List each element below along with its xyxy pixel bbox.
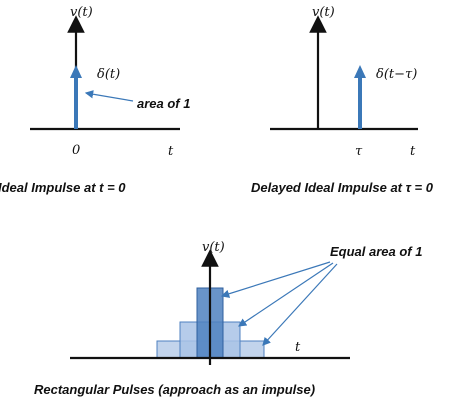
impulse-label: δ(t) — [97, 67, 120, 82]
y-axis-label: v(t) — [70, 5, 93, 20]
caption-ideal-impulse: Ideal Impulse at t = 0 — [0, 180, 126, 195]
delayed-impulse-label: δ(t−τ) — [376, 67, 417, 82]
x-axis-label: t — [410, 144, 416, 159]
y-axis-label: v(t) — [312, 5, 335, 20]
equal-area-annotation: Equal area of 1 — [330, 244, 422, 259]
panel-rectangular-pulses: v(t) t Equal area of 1 Rectangular Pulse… — [34, 240, 422, 397]
pointer-narrow — [220, 261, 331, 298]
area-annotation: area of 1 — [137, 96, 190, 111]
delayed-impulse-arrowhead — [354, 65, 366, 78]
caption-rectangular-pulses: Rectangular Pulses (approach as an impul… — [34, 382, 315, 397]
pointer-wide — [262, 263, 338, 346]
x-axis-label: t — [168, 144, 174, 159]
annotation-pointer — [84, 90, 134, 102]
tick-label-zero: 0 — [72, 143, 80, 158]
panel-delayed-impulse: v(t) δ(t−τ) τ t Delayed Ideal Impulse at… — [251, 5, 434, 195]
caption-delayed-impulse: Delayed Ideal Impulse at τ = 0 — [251, 180, 434, 195]
x-axis-label: t — [295, 340, 301, 355]
pointer-medium — [238, 262, 334, 327]
tick-label-tau: τ — [355, 144, 363, 159]
y-axis-label: v(t) — [202, 240, 225, 255]
panel-ideal-impulse: v(t) δ(t) area of 1 0 t Ideal Impulse at… — [0, 5, 190, 195]
impulse-arrowhead — [70, 65, 82, 78]
